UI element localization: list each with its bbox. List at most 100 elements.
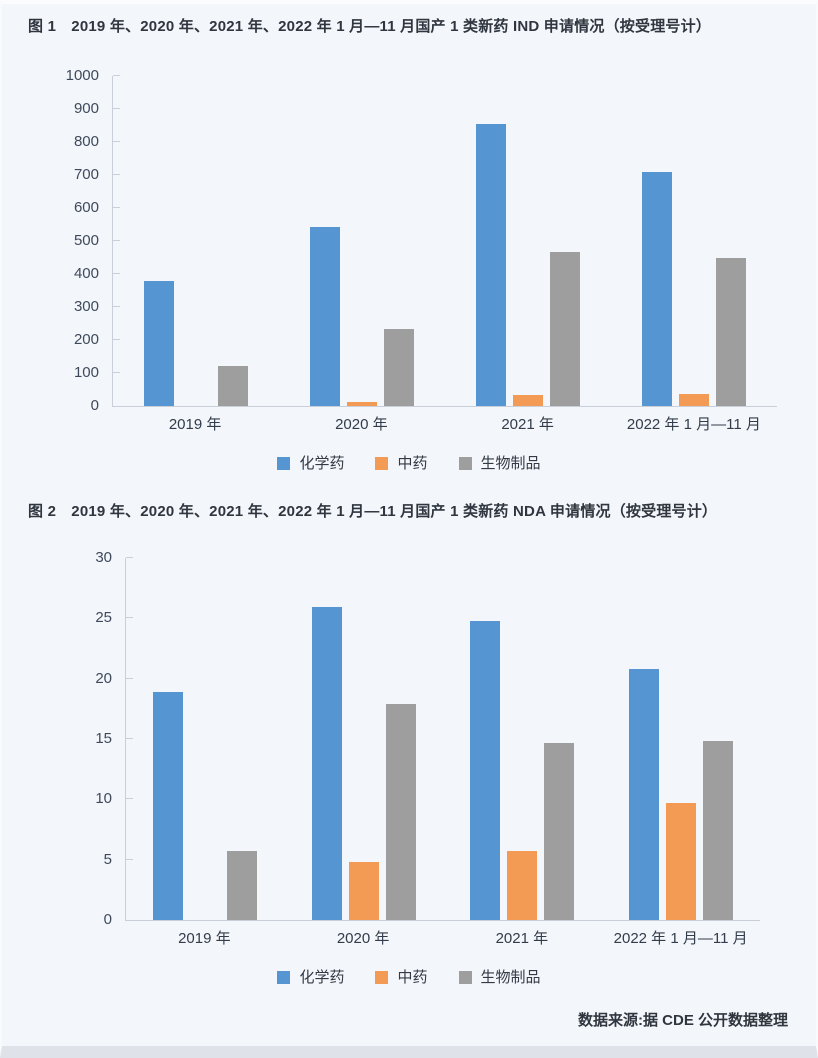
y-tick-label: 5 xyxy=(103,850,112,868)
bar-groups xyxy=(113,76,777,406)
y-tick-label: 30 xyxy=(95,549,112,566)
figure-1-title: 图 1 2019 年、2020 年、2021 年、2022 年 1 月—11 月… xyxy=(28,18,712,35)
nda-x-axis-labels: 2019 年 2020 年 2021 年 2022 年 1 月—11 月 xyxy=(125,928,760,950)
ind-plot-area: 0 100 200 300 400 500 600 700 800 900 1000 xyxy=(66,67,777,414)
bar-group xyxy=(285,558,444,920)
legend-item-biologic: 生物制品 xyxy=(458,969,541,986)
y-tick-mark xyxy=(126,677,133,679)
biologic-swatch-icon xyxy=(458,457,472,470)
biologic-bar xyxy=(227,851,258,920)
legend-label: 生物制品 xyxy=(480,969,541,986)
bar-group xyxy=(279,76,445,406)
y-tick-label: 600 xyxy=(73,199,99,216)
legend-label: 化学药 xyxy=(299,969,345,986)
y-tick-mark xyxy=(126,798,133,800)
x-category-label: 2020 年 xyxy=(336,930,390,947)
legend-label: 中药 xyxy=(397,455,428,472)
data-source-note: 数据来源:据 CDE 公开数据整理 xyxy=(577,1012,788,1029)
y-tick-label: 20 xyxy=(95,669,112,687)
nda-bar-chart: 0 5 10 15 20 25 30 2019 年 2020 年 2021 年 2022 年 1 … xyxy=(2,549,816,986)
y-tick-label: 200 xyxy=(73,331,99,348)
y-tick-mark xyxy=(113,207,120,208)
y-tick-label: 0 xyxy=(90,397,99,414)
biologic-bar xyxy=(544,742,575,920)
y-tick-mark xyxy=(113,240,120,241)
y-tick-label: 1000 xyxy=(65,67,99,84)
y-tick-label: 400 xyxy=(73,265,99,282)
biologic-swatch-icon xyxy=(458,971,472,984)
figure-1: 图 1 2019 年、2020 年、2021 年、2022 年 1 月—11 月… xyxy=(2,16,816,472)
y-tick-mark xyxy=(126,858,133,860)
tcm-bar xyxy=(665,802,696,920)
y-tick-mark xyxy=(126,557,133,558)
chemical-bar xyxy=(144,280,174,406)
tcm-bar xyxy=(513,394,543,406)
y-tick-mark xyxy=(113,174,120,175)
figure-2: 图 2 2019 年、2020 年、2021 年、2022 年 1 月—11 月… xyxy=(2,501,816,986)
chemical-bar xyxy=(310,227,340,406)
x-category-label: 2022 年 1 月—11 月 xyxy=(613,930,748,947)
biologic-bar xyxy=(550,252,580,406)
chemical-bar xyxy=(642,171,672,406)
nda-legend: 化学药 中药 生物制品 xyxy=(2,969,816,986)
legend-item-biologic: 生物制品 xyxy=(458,455,541,472)
chemical-swatch-icon xyxy=(277,971,291,984)
y-tick-label: 100 xyxy=(73,364,99,381)
y-tick-label: 15 xyxy=(95,730,112,747)
y-tick-label: 900 xyxy=(73,100,99,117)
legend-item-chemical: 化学药 xyxy=(277,969,344,986)
tcm-swatch-icon xyxy=(375,971,389,984)
legend-label: 化学药 xyxy=(299,455,345,472)
y-tick-label: 800 xyxy=(73,133,99,150)
y-tick-mark xyxy=(126,617,133,619)
chemical-bar xyxy=(311,607,342,920)
chemical-bar xyxy=(153,691,184,920)
chemical-swatch-icon xyxy=(277,457,291,470)
y-tick-mark xyxy=(113,372,120,373)
y-tick-mark xyxy=(113,141,120,142)
legend-label: 生物制品 xyxy=(480,455,541,472)
ind-x-axis-labels: 2019 年 2020 年 2021 年 2022 年 1 月—11 月 xyxy=(112,414,777,436)
biologic-bar xyxy=(385,704,416,920)
bar-group xyxy=(443,558,602,920)
x-category-label: 2019 年 xyxy=(178,930,231,947)
y-tick-label: 700 xyxy=(73,166,99,183)
y-tick-label: 10 xyxy=(95,790,112,808)
bar-group xyxy=(113,76,279,406)
chemical-bar xyxy=(470,620,501,920)
y-tick-mark xyxy=(113,75,120,76)
x-category-label: 2020 年 xyxy=(335,416,388,433)
x-category-label: 2019 年 xyxy=(168,416,222,433)
y-tick-mark xyxy=(126,738,133,739)
bar-group xyxy=(611,76,777,406)
tcm-bar xyxy=(679,394,709,406)
y-tick-label: 25 xyxy=(95,609,112,627)
y-tick-mark xyxy=(113,306,120,307)
legend-item-tcm: 中药 xyxy=(375,455,428,472)
biologic-bar xyxy=(716,258,746,406)
bar-groups xyxy=(126,558,760,920)
tcm-bar xyxy=(347,402,377,406)
x-category-label: 2021 年 xyxy=(495,930,549,947)
y-tick-label: 300 xyxy=(73,298,99,315)
biologic-bar xyxy=(218,366,248,406)
tcm-bar xyxy=(507,851,538,920)
y-tick-mark xyxy=(113,108,120,109)
chemical-bar xyxy=(476,123,506,406)
x-category-label: 2021 年 xyxy=(501,416,554,433)
chemical-bar xyxy=(628,669,659,920)
legend-item-chemical: 化学药 xyxy=(277,455,344,472)
figure-2-title: 图 2 2019 年、2020 年、2021 年、2022 年 1 月—11 月… xyxy=(28,503,718,520)
y-tick-label: 0 xyxy=(103,911,112,928)
bar-group xyxy=(445,76,611,406)
biologic-bar xyxy=(384,329,414,406)
bar-group xyxy=(126,558,285,920)
x-category-label: 2022 年 1 月—11 月 xyxy=(626,416,761,433)
nda-plot-area: 0 5 10 15 20 25 30 xyxy=(95,549,760,928)
y-tick-mark xyxy=(113,273,120,274)
bar-group xyxy=(602,558,761,920)
y-tick-label: 500 xyxy=(73,232,99,249)
tcm-bar xyxy=(348,862,379,920)
